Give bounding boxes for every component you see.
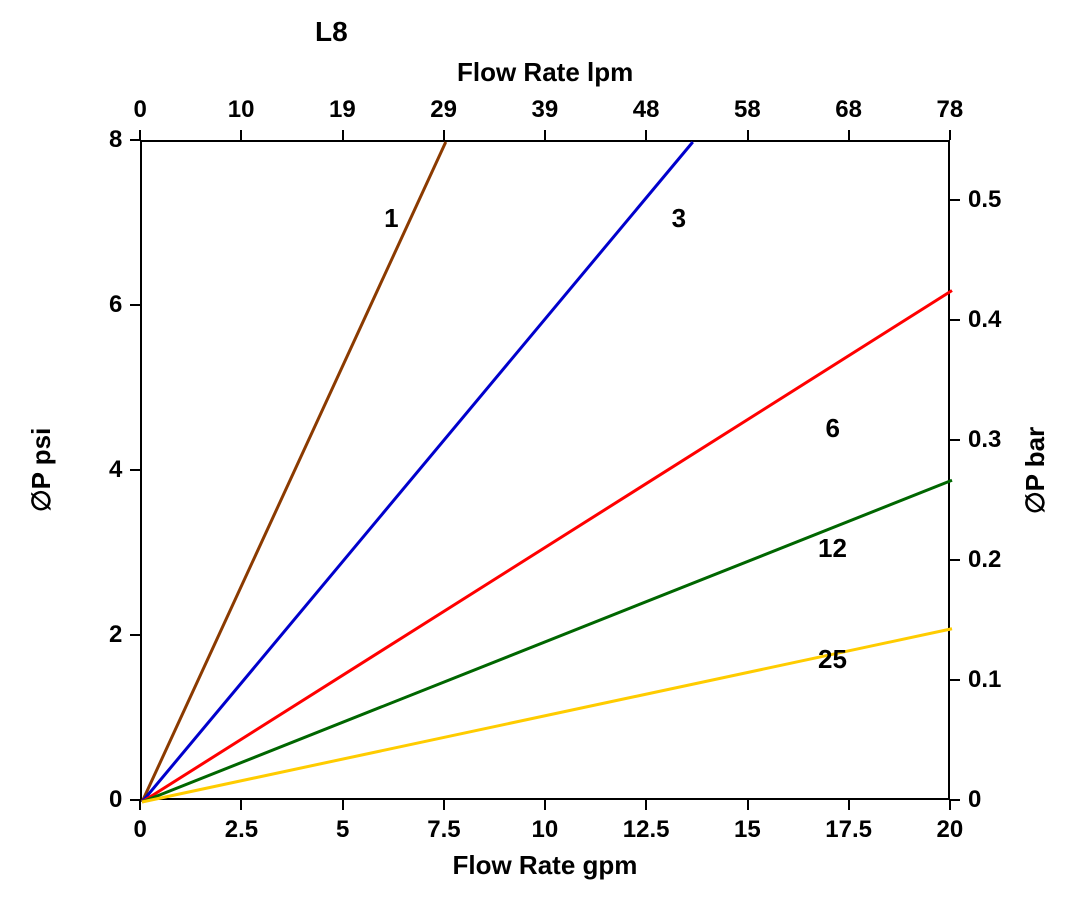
tick-label-bottom: 17.5 (825, 816, 872, 844)
tick-label-top: 78 (937, 96, 964, 124)
tick-mark-right (950, 439, 960, 441)
tick-label-top: 58 (734, 96, 761, 124)
tick-mark-bottom (342, 800, 344, 810)
series-label-s1: 1 (384, 203, 398, 234)
tick-label-top: 68 (835, 96, 862, 124)
tick-mark-top (848, 130, 850, 140)
tick-label-top: 48 (633, 96, 660, 124)
plot-area (140, 140, 950, 800)
axis-title-top: Flow Rate lpm (457, 57, 633, 88)
series-label-s3: 3 (672, 203, 686, 234)
series-label-s12: 12 (818, 533, 847, 564)
series-line-s12 (142, 480, 952, 802)
tick-mark-left (130, 634, 140, 636)
tick-mark-left (130, 799, 140, 801)
tick-label-left: 0 (109, 786, 122, 814)
tick-label-top: 19 (329, 96, 356, 124)
tick-label-right: 0.5 (968, 186, 1001, 214)
tick-mark-top (240, 130, 242, 140)
tick-mark-top (544, 130, 546, 140)
tick-label-top: 29 (430, 96, 457, 124)
tick-label-right: 0.3 (968, 426, 1001, 454)
tick-label-top: 39 (532, 96, 559, 124)
tick-label-left: 8 (109, 126, 122, 154)
tick-mark-bottom (139, 800, 141, 810)
tick-label-left: 4 (109, 456, 122, 484)
tick-mark-left (130, 469, 140, 471)
tick-mark-bottom (848, 800, 850, 810)
tick-label-right: 0.1 (968, 666, 1001, 694)
series-lines (142, 142, 952, 802)
tick-label-bottom: 7.5 (427, 816, 460, 844)
series-line-s1 (142, 142, 446, 802)
tick-label-right: 0.4 (968, 306, 1001, 334)
tick-label-left: 2 (109, 621, 122, 649)
tick-mark-bottom (544, 800, 546, 810)
tick-mark-top (443, 130, 445, 140)
tick-label-bottom: 5 (336, 816, 349, 844)
tick-label-left: 6 (109, 291, 122, 319)
series-label-s6: 6 (826, 413, 840, 444)
chart-root: { "layout": { "canvas_width": 1086, "can… (0, 0, 1086, 908)
tick-label-right: 0.2 (968, 546, 1001, 574)
tick-mark-top (342, 130, 344, 140)
axis-title-left: ∅P psi (26, 428, 57, 512)
tick-mark-bottom (443, 800, 445, 810)
tick-mark-right (950, 799, 960, 801)
tick-mark-bottom (747, 800, 749, 810)
tick-label-bottom: 2.5 (225, 816, 258, 844)
tick-label-bottom: 10 (532, 816, 559, 844)
tick-mark-right (950, 559, 960, 561)
tick-label-bottom: 12.5 (623, 816, 670, 844)
tick-label-bottom: 0 (134, 816, 147, 844)
tick-mark-left (130, 139, 140, 141)
tick-mark-right (950, 679, 960, 681)
tick-label-top: 0 (134, 96, 147, 124)
tick-label-top: 10 (228, 96, 255, 124)
tick-mark-right (950, 319, 960, 321)
tick-mark-bottom (949, 800, 951, 810)
tick-mark-top (645, 130, 647, 140)
tick-label-right: 0 (968, 786, 981, 814)
tick-mark-left (130, 304, 140, 306)
tick-mark-top (949, 130, 951, 140)
tick-mark-bottom (645, 800, 647, 810)
axis-title-bottom: Flow Rate gpm (453, 850, 638, 881)
tick-mark-top (747, 130, 749, 140)
tick-mark-right (950, 199, 960, 201)
series-label-s25: 25 (818, 644, 847, 675)
tick-label-bottom: 20 (937, 816, 964, 844)
tick-mark-bottom (240, 800, 242, 810)
axis-title-right: ∅P bar (1020, 426, 1051, 513)
chart-title: L8 (315, 16, 348, 48)
tick-label-bottom: 15 (734, 816, 761, 844)
